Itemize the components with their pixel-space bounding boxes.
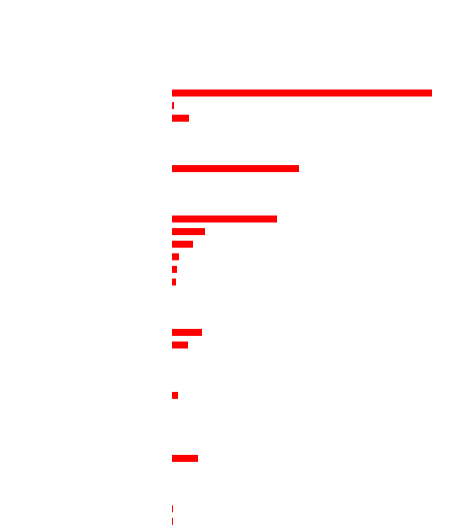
bar (172, 102, 174, 110)
bar (172, 454, 198, 462)
bar (172, 391, 178, 399)
bar (172, 265, 177, 273)
bar (172, 505, 173, 513)
bar (172, 253, 179, 261)
bar (172, 114, 189, 122)
bar (172, 341, 188, 349)
bar (172, 215, 277, 223)
bar (172, 517, 173, 525)
bar (172, 228, 205, 236)
bar (172, 240, 193, 248)
bar (172, 328, 202, 336)
bar (172, 89, 432, 97)
bar (172, 165, 299, 173)
bar (172, 278, 176, 286)
